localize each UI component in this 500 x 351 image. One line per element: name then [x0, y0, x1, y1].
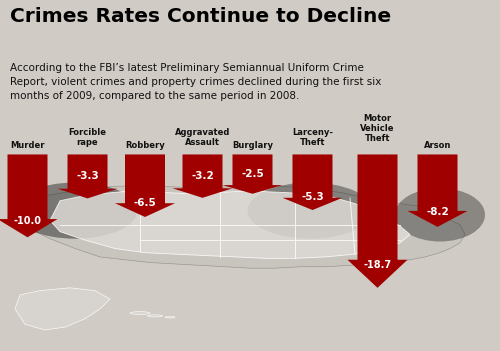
Ellipse shape [148, 315, 162, 317]
Polygon shape [408, 154, 468, 227]
Text: According to the FBI’s latest Preliminary Semiannual Uniform Crime
Report, viole: According to the FBI’s latest Preliminar… [10, 63, 382, 101]
Text: -18.7: -18.7 [364, 260, 392, 270]
Text: Robbery: Robbery [125, 141, 165, 150]
Polygon shape [222, 154, 282, 194]
Text: Forcible
rape: Forcible rape [68, 128, 106, 147]
Text: -8.2: -8.2 [426, 207, 449, 217]
Polygon shape [58, 154, 118, 198]
Text: Motor
Vehicle
Theft: Motor Vehicle Theft [360, 114, 395, 143]
Ellipse shape [248, 183, 372, 239]
Polygon shape [348, 154, 408, 288]
Text: -5.3: -5.3 [301, 192, 324, 202]
Text: Arson: Arson [424, 141, 451, 150]
Text: -2.5: -2.5 [241, 169, 264, 179]
Text: -3.3: -3.3 [76, 171, 99, 181]
Polygon shape [115, 154, 175, 217]
Text: -6.5: -6.5 [134, 198, 156, 208]
Polygon shape [15, 288, 110, 330]
Ellipse shape [12, 183, 138, 239]
Ellipse shape [130, 312, 150, 314]
Polygon shape [282, 154, 343, 210]
Ellipse shape [165, 317, 175, 318]
Polygon shape [50, 191, 410, 258]
Text: Aggravated
Assault: Aggravated Assault [175, 128, 230, 147]
Text: Larceny-
Theft: Larceny- Theft [292, 128, 333, 147]
Polygon shape [172, 154, 233, 198]
Polygon shape [10, 185, 465, 268]
Text: -10.0: -10.0 [14, 216, 42, 226]
Polygon shape [0, 154, 58, 237]
Ellipse shape [395, 188, 485, 241]
Text: Murder: Murder [10, 141, 45, 150]
Text: Crimes Rates Continue to Decline: Crimes Rates Continue to Decline [10, 7, 391, 26]
Text: Burglary: Burglary [232, 141, 273, 150]
Text: -3.2: -3.2 [191, 171, 214, 181]
